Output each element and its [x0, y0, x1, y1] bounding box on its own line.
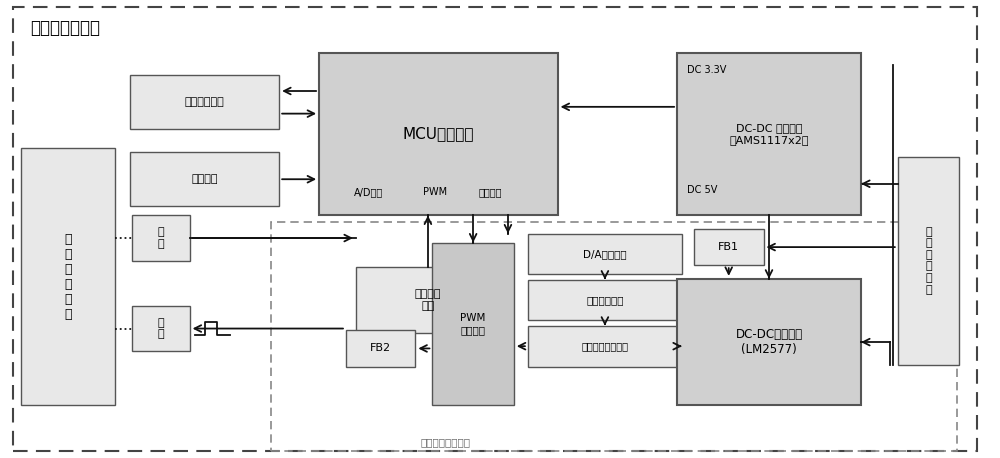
FancyBboxPatch shape — [528, 326, 682, 366]
Text: DC 5V: DC 5V — [687, 185, 717, 195]
FancyBboxPatch shape — [346, 330, 415, 366]
Text: 信息显示装置: 信息显示装置 — [185, 97, 225, 107]
Text: 电压电流控制模块: 电压电流控制模块 — [581, 341, 628, 351]
Text: FB1: FB1 — [718, 242, 739, 252]
Text: MCU微控制器: MCU微控制器 — [403, 126, 474, 142]
Text: DC 3.3V: DC 3.3V — [687, 65, 726, 75]
Text: 电流采样
模块: 电流采样 模块 — [415, 289, 441, 311]
FancyBboxPatch shape — [528, 234, 682, 274]
Text: 脉冲输出控制模块: 脉冲输出控制模块 — [420, 437, 470, 447]
Text: DC-DC升压电路
(LM2577): DC-DC升压电路 (LM2577) — [735, 328, 803, 356]
FancyBboxPatch shape — [677, 53, 861, 215]
FancyBboxPatch shape — [694, 229, 764, 265]
Text: 离
子
止
汗
装
置: 离 子 止 汗 装 置 — [64, 233, 72, 321]
Text: 负
极: 负 极 — [158, 227, 164, 249]
FancyBboxPatch shape — [432, 243, 514, 405]
FancyBboxPatch shape — [130, 152, 279, 207]
Text: PWM: PWM — [423, 187, 448, 197]
FancyBboxPatch shape — [21, 147, 115, 405]
Text: DC-DC 降压电路
（AMS1117x2）: DC-DC 降压电路 （AMS1117x2） — [729, 123, 809, 145]
FancyBboxPatch shape — [898, 157, 959, 365]
Text: FB2: FB2 — [370, 344, 391, 354]
FancyBboxPatch shape — [132, 306, 190, 351]
Text: 正
极: 正 极 — [158, 318, 164, 339]
Text: A/D检测: A/D检测 — [354, 187, 383, 197]
Text: D/A转换模块: D/A转换模块 — [583, 249, 627, 259]
FancyBboxPatch shape — [528, 280, 682, 321]
Text: 按键开关: 按键开关 — [191, 174, 218, 184]
FancyBboxPatch shape — [677, 279, 861, 405]
Text: 数据输出: 数据输出 — [478, 187, 502, 197]
FancyBboxPatch shape — [132, 215, 190, 261]
FancyBboxPatch shape — [130, 75, 279, 130]
Text: 直
流
电
源
输
入: 直 流 电 源 输 入 — [925, 227, 932, 294]
FancyBboxPatch shape — [319, 53, 558, 215]
Text: PWM
控制模块: PWM 控制模块 — [460, 313, 486, 335]
Text: 电压放大模块: 电压放大模块 — [586, 295, 624, 305]
Text: 智能脉冲发生器: 智能脉冲发生器 — [31, 19, 101, 37]
FancyBboxPatch shape — [356, 267, 500, 333]
